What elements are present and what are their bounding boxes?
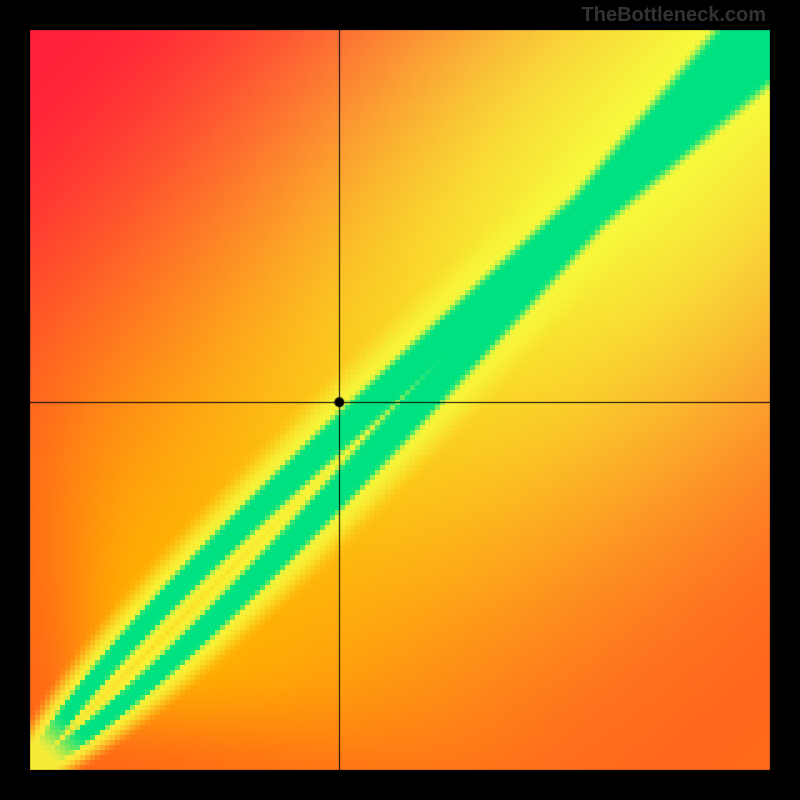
crosshair-overlay xyxy=(0,0,800,800)
watermark-text: TheBottleneck.com xyxy=(582,4,766,27)
chart-container: TheBottleneck.com xyxy=(0,0,800,800)
